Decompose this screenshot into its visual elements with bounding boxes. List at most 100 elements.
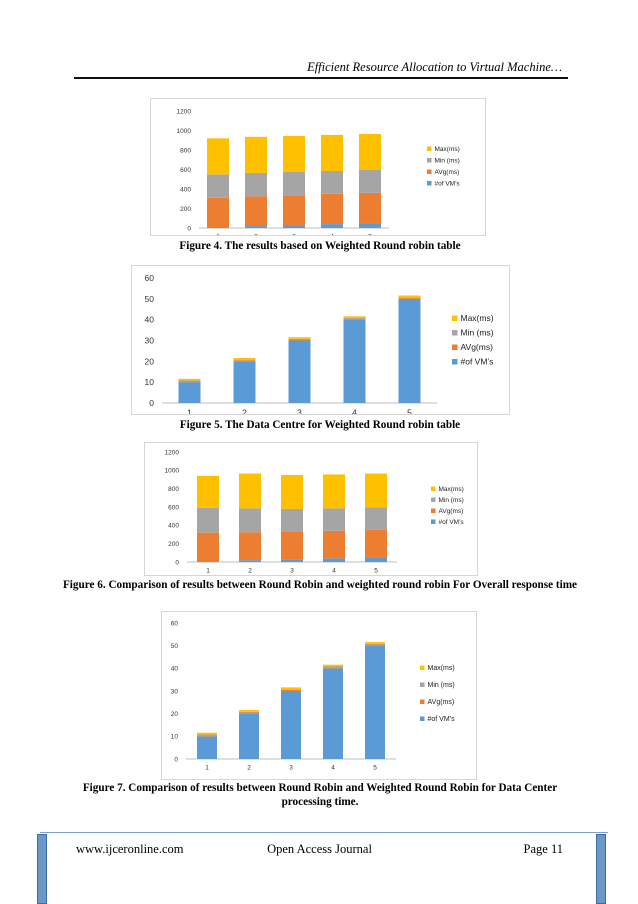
legend-swatch (420, 665, 425, 670)
bar-segment (281, 689, 301, 691)
y-tick-label: 20 (171, 711, 179, 718)
bar-segment (359, 169, 381, 193)
bar-segment (281, 474, 303, 509)
bar-segment (197, 507, 219, 533)
figure-6-chart: 0 200 400 600 800 1000 1200 1 2 3 4 5 Max(ms) Min (ms… (144, 442, 478, 576)
x-tick-label: 5 (407, 408, 412, 415)
bar-segment (288, 340, 311, 403)
x-tick-label: 4 (332, 568, 336, 575)
bar-segment (398, 297, 421, 299)
y-tick-label: 60 (171, 620, 179, 627)
bar-segment (288, 337, 311, 339)
bar-segment (245, 196, 267, 227)
legend-swatch (431, 519, 436, 524)
y-tick-label: 1200 (177, 108, 192, 115)
figure-6-caption: Figure 6. Comparison of results between … (62, 579, 578, 591)
y-tick-label: 1000 (165, 468, 180, 475)
bar-segment (245, 136, 267, 173)
bar-segment (365, 507, 387, 530)
legend-swatch (420, 682, 425, 687)
bar-segment (288, 339, 311, 341)
x-tick-label: 5 (373, 765, 377, 772)
bar-segment (281, 508, 303, 532)
bar-segment (323, 668, 343, 759)
legend-label: AVg(ms) (461, 342, 494, 352)
x-tick-label: 5 (374, 568, 378, 575)
y-tick-label: 40 (171, 666, 179, 673)
bar-segment (178, 378, 201, 381)
footer-website: www.ijceronline.com (76, 842, 184, 856)
x-tick-label: 4 (331, 765, 335, 772)
bar-segment (398, 298, 421, 403)
x-tick-label: 2 (242, 408, 247, 415)
bar-segment (281, 687, 301, 690)
bar-segment (321, 170, 343, 194)
bar-segment (359, 133, 381, 170)
bar-segment (233, 360, 256, 362)
bar-segment (239, 713, 259, 759)
legend-swatch (420, 716, 425, 721)
footer-left-bar (37, 834, 47, 904)
bar-segment (197, 735, 217, 737)
x-tick-label: 4 (352, 408, 357, 415)
x-tick-label: 5 (368, 234, 372, 236)
y-tick-label: 40 (145, 315, 155, 325)
bar-segment (323, 530, 345, 559)
footer-right-bar (596, 834, 606, 904)
footer-rule (40, 832, 608, 833)
bar-segment (365, 645, 385, 759)
bar-segment (365, 642, 385, 644)
bar-segment (178, 380, 201, 382)
bar-segment (323, 666, 343, 668)
legend-swatch (452, 344, 458, 350)
legend-label: Min (ms) (435, 158, 460, 165)
figure-7-chart: 0 10 20 30 40 50 60 1 2 3 4 5 Max(ms) Min (ms) AVg(ms)… (161, 611, 477, 780)
legend-label: Min (ms) (428, 682, 455, 689)
y-tick-label: 10 (145, 377, 155, 387)
bar-segment (283, 135, 305, 172)
figure-5-caption: Figure 5. The Data Centre for Weighted R… (179, 419, 461, 431)
legend-swatch (431, 508, 436, 513)
legend-swatch (452, 315, 458, 321)
legend-swatch (427, 169, 432, 174)
bar-segment (207, 174, 229, 198)
legend-label: Max(ms) (461, 313, 494, 323)
x-tick-label: 1 (187, 408, 192, 415)
x-tick-label: 3 (292, 234, 296, 236)
bar-segment (321, 193, 343, 225)
bar-segment (281, 559, 303, 562)
bar-segment (197, 532, 219, 562)
x-tick-label: 3 (290, 568, 294, 575)
legend-swatch (427, 158, 432, 163)
figure-6-svg: 0 200 400 600 800 1000 1200 1 2 3 4 5 Max(ms) Min (ms… (165, 449, 465, 575)
x-tick-label: 1 (205, 765, 209, 772)
y-tick-label: 800 (168, 486, 179, 493)
x-tick-label: 2 (248, 568, 252, 575)
bar-segment (281, 689, 301, 690)
legend-label: #of VM’s (461, 357, 494, 367)
legend-label: Min (ms) (461, 328, 494, 338)
legend-label: #of VM’s (435, 181, 461, 188)
bar-segment (239, 710, 259, 712)
y-tick-label: 0 (187, 225, 191, 232)
bar-segment (245, 172, 267, 197)
legend-label: Min (ms) (439, 497, 464, 504)
bar-segment (245, 226, 267, 228)
footer-page-number: Page 11 (523, 842, 563, 856)
y-tick-label: 400 (168, 523, 179, 530)
legend-swatch (431, 486, 436, 491)
y-tick-label: 400 (180, 186, 191, 193)
y-tick-label: 0 (149, 398, 154, 408)
y-tick-label: 10 (171, 734, 179, 741)
bar-segment (207, 197, 229, 228)
y-tick-label: 60 (145, 273, 155, 283)
bar-segment (323, 474, 345, 509)
bar-segment (283, 195, 305, 226)
bar-segment (197, 561, 219, 562)
bar-segment (321, 224, 343, 228)
figure-4-svg: 0 200 400 600 800 1000 1200 1 2 3 4 5 Max(ms) Min (ms… (177, 108, 461, 236)
bar-segment (233, 358, 256, 360)
y-tick-label: 0 (175, 559, 179, 566)
y-tick-label: 1000 (177, 128, 192, 135)
legend-swatch (427, 146, 432, 151)
